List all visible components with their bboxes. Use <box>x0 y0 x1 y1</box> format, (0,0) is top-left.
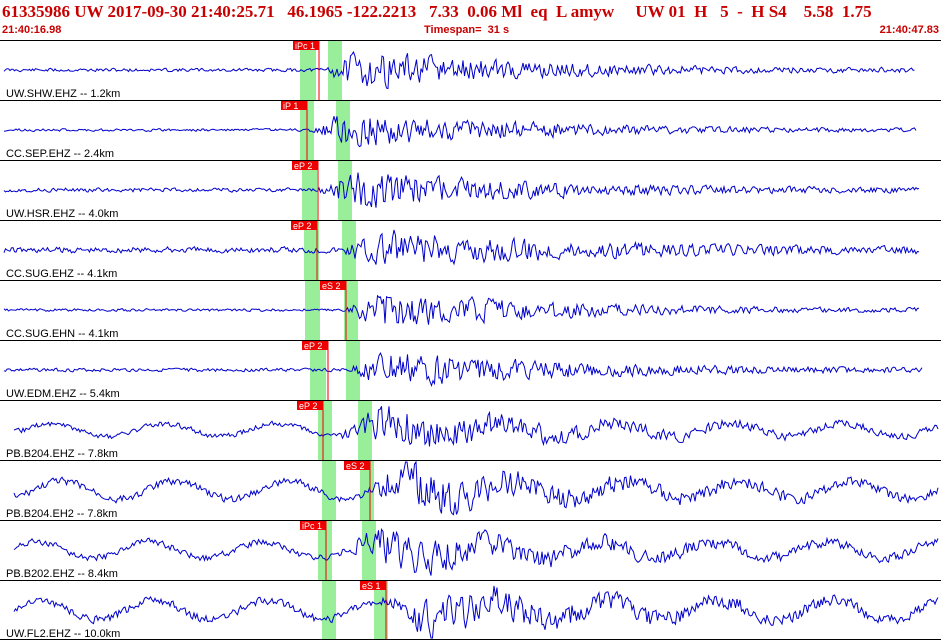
station-label: UW.SHW.EHZ -- 1.2km <box>6 88 120 100</box>
pick-marker[interactable] <box>302 341 328 350</box>
s-window <box>338 161 352 220</box>
pick-label: eP 2 <box>293 221 311 231</box>
s-window <box>342 221 356 280</box>
event-header: 61335986 UW 2017-09-30 21:40:25.71 46.19… <box>0 0 941 40</box>
station-label: PB.B202.EHZ -- 8.4km <box>6 568 118 580</box>
trace-row[interactable]: iP 1 CC.SEP.EHZ -- 2.4km <box>0 100 941 161</box>
p-window <box>322 461 336 520</box>
p-window <box>318 521 332 580</box>
pick-marker[interactable] <box>300 521 326 530</box>
p-window <box>304 221 319 280</box>
pick-marker[interactable] <box>293 41 319 50</box>
station-label: PB.B204.EH2 -- 7.8km <box>6 508 117 520</box>
trace-row[interactable]: iPc 1 PB.B202.EHZ -- 8.4km <box>0 520 941 581</box>
trace-row[interactable]: eP 2 UW.HSR.EHZ -- 4.0km <box>0 160 941 221</box>
event-summary-line: 61335986 UW 2017-09-30 21:40:25.71 46.19… <box>2 2 872 21</box>
station-label: PB.B204.EHZ -- 7.8km <box>6 448 118 460</box>
s-window <box>328 41 342 100</box>
station-label: UW.FL2.EHZ -- 10.0km <box>6 628 120 640</box>
seismogram-panel[interactable]: iPc 1 UW.SHW.EHZ -- 1.2km iP 1 CC.SEP.EHZ -… <box>0 40 941 640</box>
timespan-label: Timespan= 31 s <box>424 24 510 36</box>
start-time: 21:40:16.98 <box>2 24 62 36</box>
waveform <box>13 460 939 516</box>
p-window <box>302 161 317 220</box>
p-window <box>300 41 316 100</box>
s-window <box>336 101 350 160</box>
waveform <box>3 229 920 266</box>
waveform <box>13 585 939 639</box>
waveform <box>13 528 939 576</box>
pick-marker[interactable] <box>344 461 370 470</box>
pick-label: eP 2 <box>304 341 322 351</box>
waveform <box>3 351 923 388</box>
pick-marker[interactable] <box>360 581 386 590</box>
waveform <box>13 406 939 447</box>
station-label: CC.SUG.EHZ -- 4.1km <box>6 268 117 280</box>
p-window <box>305 281 320 340</box>
waveform <box>3 294 920 325</box>
trace-row[interactable]: eP 2 CC.SUG.EHZ -- 4.1km <box>0 220 941 281</box>
trace-row[interactable]: iPc 1 UW.SHW.EHZ -- 1.2km <box>0 40 941 101</box>
waveform <box>3 172 920 208</box>
p-window <box>310 341 326 400</box>
pick-label: iPc 1 <box>295 41 315 51</box>
station-label: UW.HSR.EHZ -- 4.0km <box>6 208 118 220</box>
trace-row[interactable]: eP 2 PB.B204.EHZ -- 7.8km <box>0 400 941 461</box>
pick-label: iP 1 <box>283 101 298 111</box>
pick-label: eS 2 <box>346 461 365 471</box>
waveform <box>3 50 915 90</box>
s-window <box>346 341 360 400</box>
trace-row[interactable]: eS 2 PB.B204.EH2 -- 7.8km <box>0 460 941 521</box>
pick-marker[interactable] <box>292 161 318 170</box>
station-label: UW.EDM.EHZ -- 5.4km <box>6 388 120 400</box>
p-window <box>322 581 336 640</box>
end-time: 21:40:47.83 <box>879 24 939 36</box>
trace-row[interactable]: eS 2 CC.SUG.EHN -- 4.1km <box>0 280 941 341</box>
pick-label: eP 2 <box>299 401 317 411</box>
station-label: CC.SEP.EHZ -- 2.4km <box>6 148 114 160</box>
pick-label: eS 2 <box>322 281 341 291</box>
trace-row[interactable]: eS 1 UW.FL2.EHZ -- 10.0km <box>0 580 941 640</box>
pick-marker[interactable] <box>320 281 346 290</box>
pick-label: eP 2 <box>294 161 312 171</box>
p-window <box>318 401 332 460</box>
waveform <box>4 116 917 148</box>
trace-row[interactable]: eP 2 UW.EDM.EHZ -- 5.4km <box>0 340 941 401</box>
pick-marker[interactable] <box>281 101 307 110</box>
pick-marker[interactable] <box>291 221 317 230</box>
s-window <box>374 581 388 640</box>
pick-marker[interactable] <box>297 401 323 410</box>
station-label: CC.SUG.EHN -- 4.1km <box>6 328 118 340</box>
pick-label: eS 1 <box>362 581 381 591</box>
pick-label: iPc 1 <box>302 521 322 531</box>
s-window <box>362 521 376 580</box>
